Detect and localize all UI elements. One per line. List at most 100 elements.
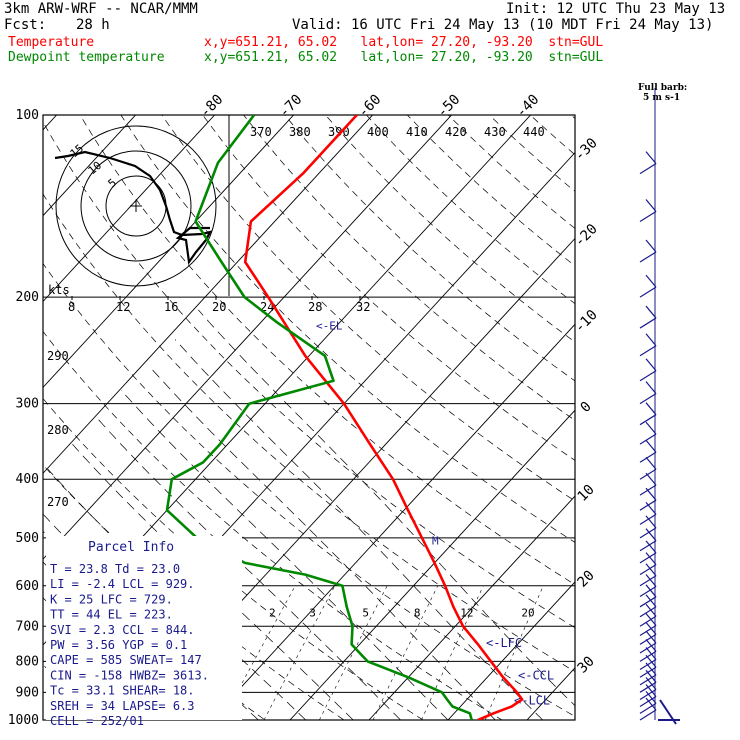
pressure-tick-label: 500 (16, 531, 39, 546)
wind-barb-flag (645, 381, 657, 395)
mixing-ratio-label: 12 (460, 606, 473, 619)
dewpoint-legend: Dewpoint temperature (8, 50, 165, 65)
wind-barb-shaft (639, 527, 657, 539)
wind-barb-shaft (639, 633, 657, 645)
wind-barb-shaft (639, 540, 657, 552)
wind-barb-flag (645, 402, 657, 416)
parcel-info-background (46, 536, 242, 720)
dry-adiabat (43, 121, 575, 629)
wind-barb-flag (645, 421, 657, 435)
mixing-ratio-label: 20 (521, 606, 534, 619)
parcel-info-row: T = 23.8 Td = 23.0 (50, 562, 180, 576)
wind-barb-flag (645, 654, 657, 668)
parcel-info-row: SVI = 2.3 CCL = 844. (50, 623, 195, 637)
pressure-tick-label: 300 (16, 397, 39, 412)
wind-barb-shaft (639, 211, 657, 223)
isotherm-label: -40 (513, 92, 542, 121)
wind-barb-flag (645, 528, 657, 542)
isotherm-label: 20 (575, 568, 598, 591)
dry-adiabat (529, 115, 575, 156)
hodograph-ring (55, 125, 217, 287)
wind-barb-flag (645, 456, 657, 470)
wind-barb-flag (645, 697, 657, 711)
isotherm-line (368, 495, 575, 720)
wind-barb-flag (645, 669, 657, 683)
wind-barb-shaft (639, 709, 657, 721)
isotherm-label: 10 (575, 482, 598, 505)
hodograph-ring-label: 15 (68, 142, 87, 160)
pressure-tick-label: 900 (16, 685, 39, 700)
moist-adiabat (148, 365, 496, 720)
parcel-info-row: Tc = 33.1 SHEAR= 18. (50, 684, 195, 698)
speed-tick-label: 8 (68, 300, 75, 314)
mixing-ratio-line (319, 585, 388, 720)
parcel-info-row: SREH = 34 LAPSE= 6.3 (50, 699, 195, 713)
wind-barb-flag (645, 677, 657, 690)
theta-label: 270 (47, 495, 69, 509)
wind-barb-flag (645, 684, 657, 697)
wind-barb-flag (645, 439, 657, 453)
wind-barb-flag (645, 540, 657, 554)
wind-barb-flag (645, 690, 657, 704)
wind-barb-shaft (639, 286, 657, 298)
parcel-info-row: CAPE = 585 SWEAT= 147 (50, 653, 202, 667)
isotherm-line (210, 323, 575, 720)
isotherm-label: -20 (572, 221, 601, 250)
wind-barb-shaft (639, 575, 657, 587)
hodograph-ring-label: 10 (86, 159, 105, 177)
isotherm-label: -50 (434, 92, 463, 121)
wind-barb-shaft (639, 163, 657, 175)
isotherm-label: -80 (197, 92, 226, 121)
wind-barb-shaft (639, 552, 657, 564)
dry-adiabat (284, 115, 575, 382)
pressure-tick-label: 800 (16, 654, 39, 669)
pressure-tick-label: 600 (16, 579, 39, 594)
parcel-info-box: Parcel Info T = 23.8 Td = 23.0LI = -2.4 L… (46, 536, 242, 728)
hodograph-ring (80, 150, 192, 262)
wind-barb-flag (645, 274, 657, 288)
barb-legend-title: Full barb: (638, 83, 688, 93)
wind-barb-flag (645, 630, 657, 644)
speed-tick-label: 16 (164, 300, 178, 314)
wind-barb-shaft (639, 642, 657, 654)
isotherm-line (43, 115, 215, 303)
mixing-ratio-label: 2 (269, 606, 276, 619)
moist-adiabat (72, 443, 354, 720)
pressure-tick-label: 200 (16, 290, 39, 305)
barb-legend-unit: 5 m s-1 (643, 93, 681, 103)
dry-adiabat-lines (43, 115, 740, 733)
theta-e-label: 420 (445, 125, 467, 139)
isotherm-line (43, 115, 294, 389)
wind-barb-shaft (639, 251, 657, 263)
dry-adiabat (366, 115, 575, 305)
el-marker: <-EL (316, 320, 343, 333)
dry-adiabat (43, 464, 345, 720)
pressure-tick-label: 700 (16, 619, 39, 634)
wind-barb-flag (645, 622, 657, 635)
hodograph-trace (54, 150, 213, 265)
wind-barbs (639, 88, 680, 725)
temperature-profile (243, 115, 524, 720)
init-time: Init: 12 UTC Thu 23 May 13 (506, 1, 726, 17)
parcel-info-row: CIN = -158 HWBZ= 3613. (50, 668, 209, 682)
wind-barb-flag (645, 584, 657, 598)
wind-barb-flag (645, 333, 657, 347)
theta-e-label: 370 (250, 125, 272, 139)
mixing-ratio-line (221, 585, 296, 720)
theta-e-label: 400 (367, 125, 389, 139)
pressure-tick-label: 1000 (8, 713, 39, 728)
wind-barb-shaft (639, 615, 657, 627)
temperature-location-info: x,y=651.21, 65.02 lat,lon= 27.20, -93.20… (204, 35, 604, 50)
wind-barb-flag (645, 199, 657, 212)
moist-adiabat (120, 389, 449, 720)
theta-e-label: 410 (406, 125, 428, 139)
model-title: 3km ARW-WRF -- NCAR/MMM (4, 1, 198, 17)
wind-barb-shaft (639, 513, 657, 525)
wind-barb-shaft (639, 624, 657, 637)
m-marker: M (432, 534, 439, 547)
parcel-info-row: PW = 3.56 YGP = 0.1 (50, 638, 187, 652)
dry-adiabat (653, 115, 740, 733)
theta-e-label: 380 (289, 125, 311, 139)
dry-adiabat (325, 115, 575, 343)
